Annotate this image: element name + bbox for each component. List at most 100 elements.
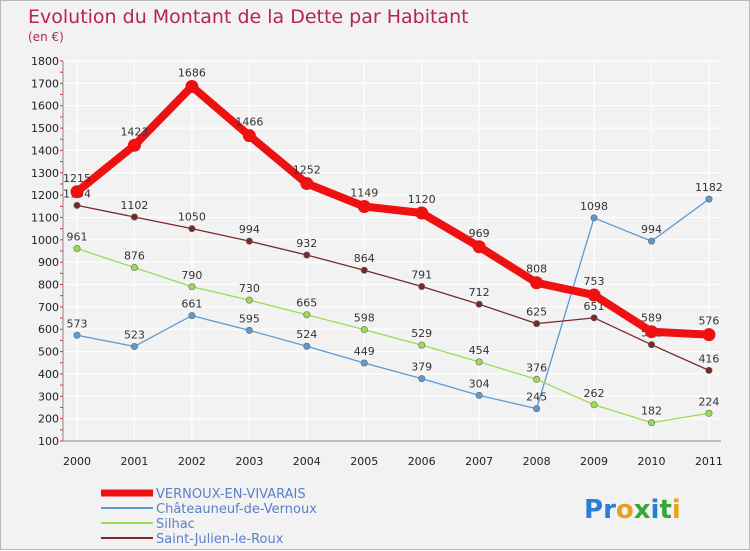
x-tick-label: 2011 xyxy=(695,455,723,468)
data-label: 1215 xyxy=(63,172,91,185)
chart-subtitle: (en €) xyxy=(28,30,64,44)
data-point xyxy=(705,366,713,374)
data-label: 661 xyxy=(181,298,202,311)
data-point xyxy=(590,214,598,222)
y-tick-label: 1700 xyxy=(31,77,59,90)
series-0: 1215 1423 1686 1466 1252 1149 1120 969 808 753 589… xyxy=(63,66,719,342)
legend-entry: VERNOUX-EN-VIVARAIS xyxy=(156,487,306,502)
y-tick-label: 1600 xyxy=(31,100,59,113)
data-point xyxy=(300,176,314,190)
data-point xyxy=(303,342,311,350)
data-label: 712 xyxy=(469,286,490,299)
logo-letter: i xyxy=(672,495,681,525)
y-tick-label: 1100 xyxy=(31,211,59,224)
x-tick-label: 2010 xyxy=(638,455,666,468)
y-axis: 100 200 300 400 500 600 700 800 900 1000 1100 1200 1… xyxy=(31,55,64,448)
data-label: 1120 xyxy=(408,193,436,206)
data-label: 454 xyxy=(469,344,490,357)
data-label: 1686 xyxy=(178,66,206,79)
data-label: 1423 xyxy=(120,125,148,138)
x-tick-label: 2002 xyxy=(178,455,206,468)
data-point xyxy=(415,206,429,220)
data-point xyxy=(130,342,138,350)
data-point xyxy=(303,311,311,319)
data-point xyxy=(533,375,541,383)
data-label: 961 xyxy=(67,231,88,244)
series-1: 573 523 661 595 524 449 379 304 245 1098 994 1182 xyxy=(67,181,723,413)
y-tick-label: 100 xyxy=(38,435,59,448)
plot-area xyxy=(63,61,721,441)
data-label: 595 xyxy=(239,312,260,325)
data-label: 932 xyxy=(296,237,317,250)
y-tick-label: 1500 xyxy=(31,122,59,135)
data-point xyxy=(647,341,655,349)
logo-letter: x xyxy=(634,495,651,525)
data-point xyxy=(530,276,544,290)
series-2: 961 876 790 730 665 598 529 454 376 262 182 224 xyxy=(67,231,719,427)
logo-letter: r xyxy=(603,495,616,525)
data-point xyxy=(472,240,486,254)
data-label: 730 xyxy=(239,282,260,295)
data-label: 1252 xyxy=(293,163,321,176)
y-tick-label: 800 xyxy=(38,279,59,292)
gridlines xyxy=(63,60,721,442)
data-point xyxy=(590,314,598,322)
data-label: 994 xyxy=(239,223,260,236)
x-tick-label: 2006 xyxy=(408,455,436,468)
y-tick-label: 300 xyxy=(38,390,59,403)
x-tick-label: 2009 xyxy=(580,455,608,468)
data-point xyxy=(127,138,141,152)
data-label: 791 xyxy=(411,269,432,282)
data-point xyxy=(533,320,541,328)
data-point xyxy=(70,185,84,199)
series-layer: 573 523 661 595 524 449 379 304 245 1098 994 1182 96… xyxy=(63,66,723,427)
data-label: 1102 xyxy=(120,199,148,212)
y-tick-label: 200 xyxy=(38,413,59,426)
logo-letter: t xyxy=(659,495,671,525)
data-point xyxy=(303,251,311,259)
data-label: 753 xyxy=(584,275,605,288)
data-label: 665 xyxy=(296,297,317,310)
data-point xyxy=(647,237,655,245)
x-tick-label: 2001 xyxy=(120,455,148,468)
data-point xyxy=(245,326,253,334)
data-label: 224 xyxy=(698,395,719,408)
data-point xyxy=(475,300,483,308)
data-label: 376 xyxy=(526,361,547,374)
data-point xyxy=(245,237,253,245)
y-tick-label: 400 xyxy=(38,368,59,381)
data-label: 529 xyxy=(411,327,432,340)
data-point xyxy=(357,200,371,214)
data-label: 1466 xyxy=(235,116,263,129)
y-tick-label: 500 xyxy=(38,346,59,359)
series-line xyxy=(76,204,710,372)
data-point xyxy=(647,419,655,427)
x-tick-label: 2008 xyxy=(523,455,551,468)
data-label: 808 xyxy=(526,263,547,276)
series-3: 115411021050994932864791712625651531416 xyxy=(63,187,719,374)
x-tick-label: 2000 xyxy=(63,455,91,468)
data-label: 864 xyxy=(354,252,375,265)
x-axis: 2000 2001 2002 2003 2004 2005 2006 2007 2008 2009… xyxy=(63,440,723,468)
data-point xyxy=(73,331,81,339)
data-point xyxy=(587,288,601,302)
x-tick-label: 2005 xyxy=(350,455,378,468)
data-label: 576 xyxy=(698,315,719,328)
data-point xyxy=(130,213,138,221)
data-label: 969 xyxy=(469,227,490,240)
data-label: 379 xyxy=(411,361,432,374)
data-label: 589 xyxy=(641,312,662,325)
data-label: 1149 xyxy=(350,187,378,200)
data-point xyxy=(242,129,256,143)
y-tick-label: 1300 xyxy=(31,167,59,180)
data-point xyxy=(130,264,138,272)
logo-letter: i xyxy=(651,495,660,525)
data-label: 876 xyxy=(124,250,145,263)
data-point xyxy=(705,409,713,417)
data-point xyxy=(188,225,196,233)
data-point xyxy=(73,201,81,209)
data-label: 524 xyxy=(296,328,317,341)
legend-entry: Châteauneuf-de-Vernoux xyxy=(156,502,317,517)
data-point xyxy=(418,283,426,291)
data-label: 449 xyxy=(354,345,375,358)
